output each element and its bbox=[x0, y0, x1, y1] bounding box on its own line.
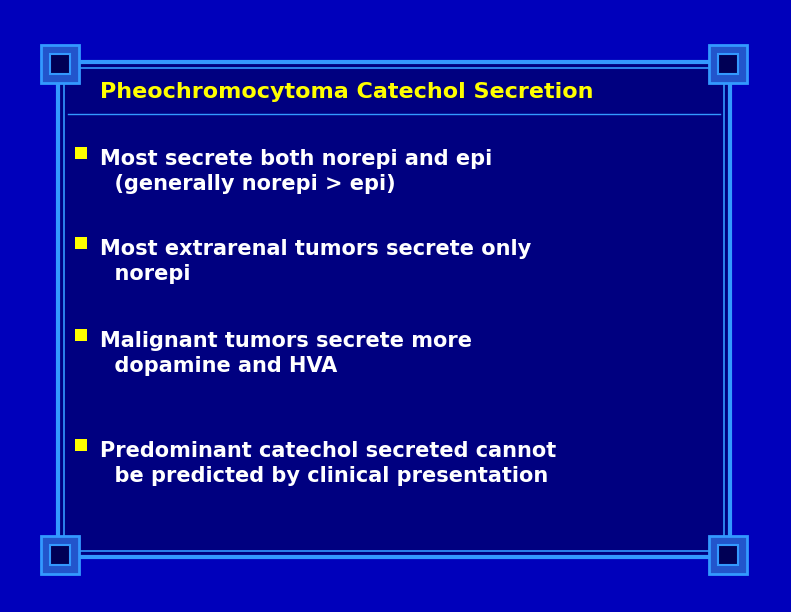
Bar bbox=[41, 536, 79, 574]
Bar bbox=[718, 54, 738, 74]
Text: Most secrete both norepi and epi
  (generally norepi > epi): Most secrete both norepi and epi (genera… bbox=[100, 149, 492, 194]
Bar bbox=[41, 45, 79, 83]
Bar bbox=[709, 45, 747, 83]
Text: Pheochromocytoma Catechol Secretion: Pheochromocytoma Catechol Secretion bbox=[100, 82, 593, 102]
Bar bbox=[58, 62, 730, 557]
Bar bbox=[50, 545, 70, 565]
Bar bbox=[75, 237, 87, 249]
Bar bbox=[50, 54, 70, 74]
Bar bbox=[718, 545, 738, 565]
Text: Predominant catechol secreted cannot
  be predicted by clinical presentation: Predominant catechol secreted cannot be … bbox=[100, 441, 556, 486]
Text: Most extrarenal tumors secrete only
  norepi: Most extrarenal tumors secrete only nore… bbox=[100, 239, 532, 284]
Bar bbox=[75, 147, 87, 159]
Bar bbox=[709, 536, 747, 574]
Bar bbox=[64, 68, 724, 551]
Bar bbox=[75, 329, 87, 341]
Text: Malignant tumors secrete more
  dopamine and HVA: Malignant tumors secrete more dopamine a… bbox=[100, 331, 472, 376]
Bar bbox=[75, 439, 87, 451]
